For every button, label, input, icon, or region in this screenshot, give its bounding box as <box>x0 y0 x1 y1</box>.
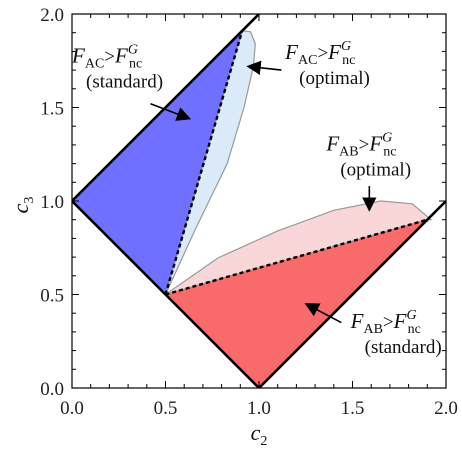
y-tick-label: 0.0 <box>40 379 64 400</box>
annotation-label: (optimal) <box>340 160 411 181</box>
annotation-condition: FAB>FG nc <box>350 308 421 337</box>
x-axis-title: c2 <box>251 420 268 449</box>
region-ac-standard <box>72 30 243 295</box>
x-tick-label: 0.5 <box>154 398 178 419</box>
annotation-ac-standard: FAC>FG nc(standard) <box>71 43 192 121</box>
annotation-condition: FAC>FG nc <box>71 43 142 72</box>
x-tick-label: 1.5 <box>341 398 365 419</box>
y-tick-label: 2.0 <box>40 5 64 26</box>
y-tick-label: 0.5 <box>40 286 64 307</box>
boundary-line-3 <box>258 200 446 388</box>
annotation-ab-optimal: FAB>FG nc(optimal) <box>325 131 411 212</box>
x-tick-label: 2.0 <box>434 398 458 419</box>
annotation-arrow <box>150 103 192 121</box>
y-tick-label: 1.0 <box>40 192 64 213</box>
regions-layer <box>72 30 433 388</box>
boundary-line-2 <box>72 14 260 202</box>
axis-ticks <box>71 13 447 389</box>
annotation-arrow <box>304 303 342 324</box>
annotation-ac-optimal: FAC>FG nc(optimal) <box>246 39 370 89</box>
annotation-arrow <box>246 60 282 75</box>
annotation-condition: FAC>FG nc <box>284 39 355 68</box>
annotation-label: (optimal) <box>299 68 370 89</box>
annotation-ab-standard: FAB>FG nc(standard) <box>304 303 442 358</box>
dashed-line-1 <box>164 30 244 295</box>
annotations: FAC>FG nc(standard)FAC>FG nc(optimal)FAB>F… <box>71 39 442 358</box>
x-tick-label: 1.0 <box>247 398 271 419</box>
x-tick-label: 0.0 <box>60 398 84 419</box>
y-axis-title: c3 <box>8 197 37 214</box>
annotation-label: (standard) <box>365 337 442 358</box>
dashed-line-2 <box>165 218 428 296</box>
annotation-label: (standard) <box>86 72 163 93</box>
region-ab-standard <box>165 219 428 388</box>
dashed-lines <box>164 30 428 296</box>
y-tick-label: 1.5 <box>40 99 64 120</box>
annotation-condition: FAB>FG nc <box>325 131 396 160</box>
tick-labels: 0.0 0.5 1.0 1.5 2.0 0.0 0.5 1.0 1.5 2.0 <box>40 5 458 419</box>
